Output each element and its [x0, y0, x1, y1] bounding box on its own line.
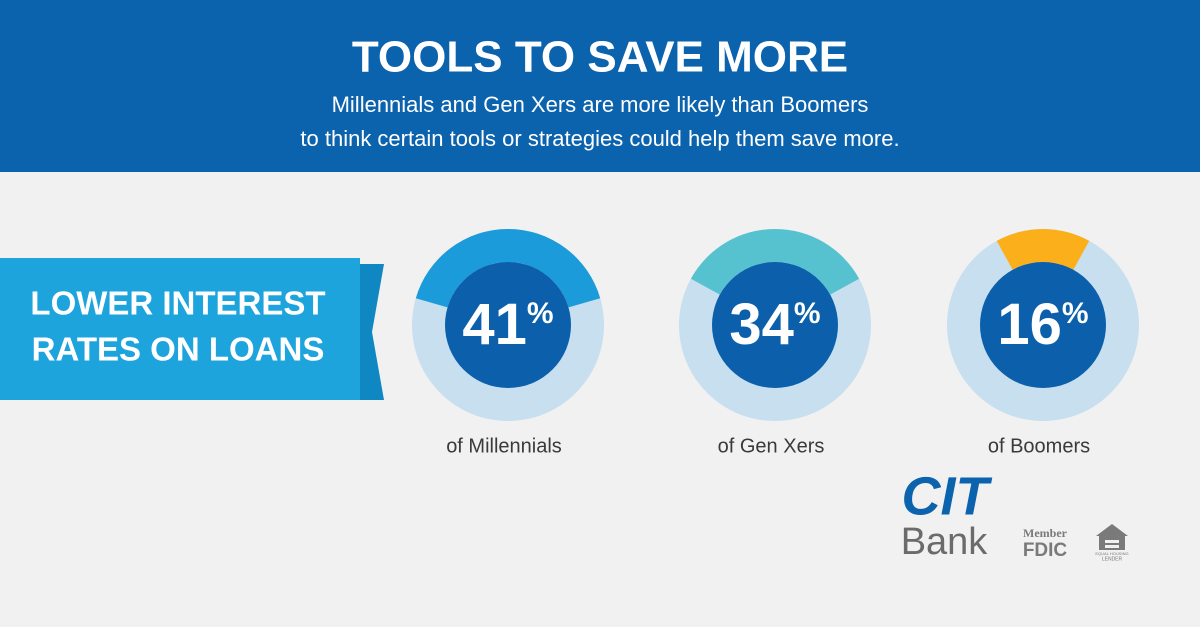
chart-label: RATES ON LOANS [32, 331, 325, 368]
brand-sub: Bank [901, 521, 989, 563]
subtitle: Millennials and Gen Xers are more likely… [332, 92, 869, 117]
brand: CIT [902, 466, 993, 526]
subtitle: to think certain tools or strategies cou… [300, 126, 899, 151]
donut-center [980, 262, 1106, 388]
value-label: 41% [462, 292, 553, 357]
housing-text: EQUAL HOUSING [1095, 551, 1128, 556]
value-label: 16% [997, 292, 1088, 357]
category-label: of Millennials [446, 435, 562, 457]
title: TOOLS TO SAVE MORE [352, 33, 848, 82]
donut-arc [996, 228, 1090, 270]
ribbon [0, 258, 360, 400]
category-label: of Gen Xers [718, 435, 825, 457]
donut-center [712, 262, 838, 388]
housing-icon [1096, 524, 1128, 536]
housing-icon [1105, 545, 1119, 548]
logo: CIT Bank Member FDIC EQUAL HOUSING LENDE… [901, 466, 1129, 563]
header-band [0, 0, 1200, 172]
donut-arc [415, 229, 601, 308]
category-label: of Boomers [988, 435, 1090, 457]
donut-arc [690, 229, 860, 295]
donut-center [445, 262, 571, 388]
fdic: FDIC [1023, 540, 1068, 561]
housing-text: LENDER [1102, 556, 1123, 562]
housing-icon [1105, 540, 1119, 543]
member: Member [1023, 526, 1068, 540]
value-label: 34% [729, 292, 820, 357]
chart-label: LOWER INTEREST [30, 285, 325, 322]
